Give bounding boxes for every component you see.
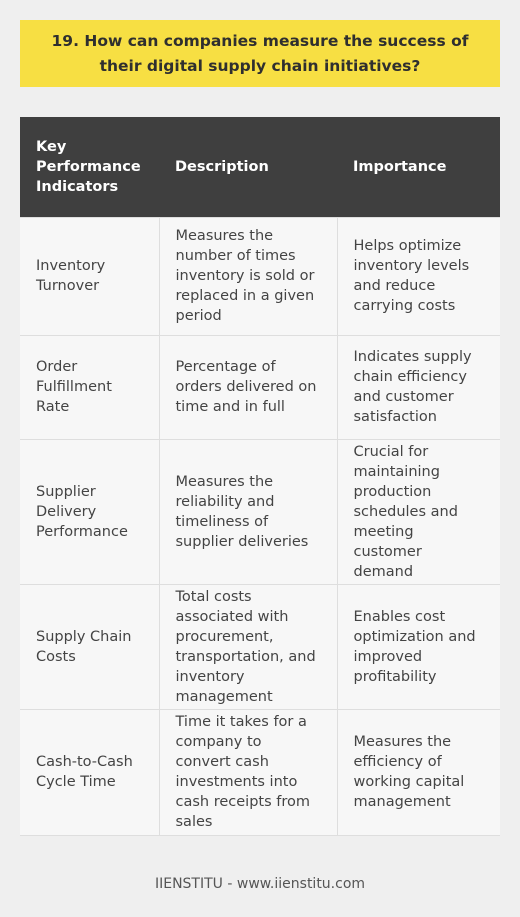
kpi-cell: Supplier Delivery Performance bbox=[20, 438, 159, 584]
column-header-importance: Importance bbox=[337, 117, 500, 217]
kpi-cell: Inventory Turnover bbox=[20, 216, 159, 335]
description-cell: Total costs associated with procurement,… bbox=[158, 583, 337, 709]
kpi-table: Key Performance Indicators Description I… bbox=[20, 117, 500, 836]
table-row: Cash-to-Cash Cycle Time Time it takes fo… bbox=[20, 708, 500, 836]
column-header-description: Description bbox=[159, 117, 337, 217]
description-cell: Time it takes for a company to convert c… bbox=[158, 708, 337, 836]
page-title: 19. How can companies measure the succes… bbox=[51, 31, 469, 75]
description-cell: Percentage of orders delivered on time a… bbox=[158, 334, 337, 439]
table-header-row: Key Performance Indicators Description I… bbox=[20, 117, 500, 217]
importance-cell: Indicates supply chain efficiency and cu… bbox=[336, 334, 500, 439]
kpi-cell: Supply Chain Costs bbox=[20, 583, 159, 709]
description-cell: Measures the number of times inventory i… bbox=[158, 216, 337, 335]
table-row: Order Fulfillment Rate Percentage of ord… bbox=[20, 334, 500, 439]
importance-cell: Measures the efficiency of working capit… bbox=[336, 708, 500, 836]
table-row: Supplier Delivery Performance Measures t… bbox=[20, 438, 500, 584]
kpi-cell: Order Fulfillment Rate bbox=[20, 334, 159, 439]
column-header-kpi: Key Performance Indicators bbox=[20, 117, 159, 217]
table-row: Supply Chain Costs Total costs associate… bbox=[20, 583, 500, 709]
description-cell: Measures the reliability and timeliness … bbox=[158, 438, 337, 584]
importance-cell: Enables cost optimization and improved p… bbox=[336, 583, 500, 709]
table-row: Inventory Turnover Measures the number o… bbox=[20, 216, 500, 335]
kpi-cell: Cash-to-Cash Cycle Time bbox=[20, 708, 159, 836]
importance-cell: Crucial for maintaining production sched… bbox=[336, 438, 500, 584]
footer-credit: IIENSTITU - www.iienstitu.com bbox=[154, 876, 366, 892]
title-banner: 19. How can companies measure the succes… bbox=[20, 20, 500, 87]
importance-cell: Helps optimize inventory levels and redu… bbox=[336, 216, 500, 335]
